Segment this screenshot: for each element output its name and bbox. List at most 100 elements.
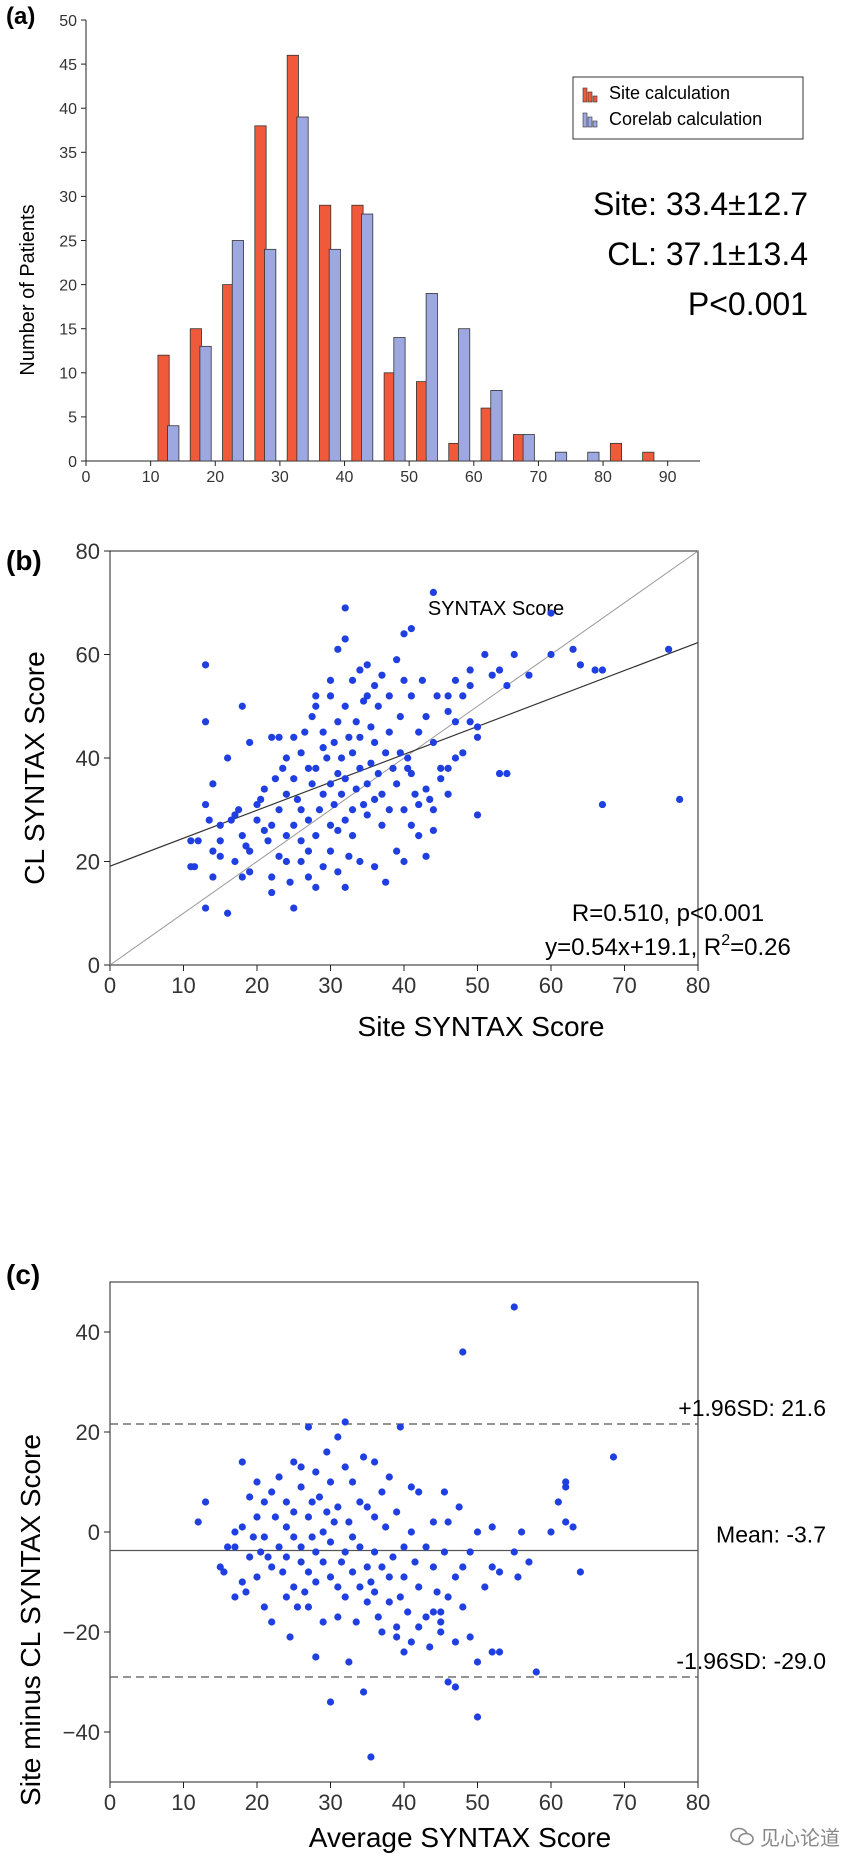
watermark-text: 见心论道 bbox=[760, 1826, 840, 1850]
data-point bbox=[293, 795, 302, 803]
x-tick-label: 40 bbox=[392, 1790, 416, 1815]
data-point bbox=[466, 666, 474, 674]
data-point bbox=[238, 1523, 246, 1531]
site-stats-annotation: Site: 33.4±12.7 bbox=[593, 186, 808, 222]
data-point bbox=[297, 806, 305, 814]
data-point bbox=[312, 692, 320, 700]
data-point bbox=[407, 1638, 415, 1646]
y-tick-label: 0 bbox=[88, 1520, 100, 1545]
data-point bbox=[371, 863, 379, 871]
y-tick-label: 35 bbox=[59, 145, 77, 162]
data-point bbox=[400, 1543, 408, 1551]
data-point bbox=[411, 1558, 419, 1566]
corelab-bar bbox=[554, 451, 568, 462]
panel-a-axes: 0 10 20 30 40 50 60 70 80 90 0 5 10 15 20 25 30 35 40 45 50 bbox=[59, 13, 700, 486]
x-tick-label: 30 bbox=[318, 973, 342, 998]
y-tick-label: 40 bbox=[76, 746, 100, 771]
data-point bbox=[268, 1563, 276, 1571]
x-tick-label: 70 bbox=[530, 469, 548, 486]
data-point bbox=[194, 837, 202, 845]
data-point bbox=[246, 738, 254, 747]
data-point bbox=[598, 800, 607, 809]
panel-a-bars bbox=[157, 54, 655, 462]
data-point bbox=[334, 645, 342, 653]
data-point bbox=[393, 656, 401, 664]
data-point bbox=[385, 806, 393, 814]
data-point bbox=[356, 733, 364, 741]
y-tick-label: 25 bbox=[59, 233, 77, 250]
data-point bbox=[348, 832, 357, 840]
data-point bbox=[246, 1493, 254, 1501]
data-point bbox=[374, 769, 382, 778]
data-point bbox=[400, 1648, 408, 1656]
data-point bbox=[348, 749, 357, 757]
data-point bbox=[257, 795, 265, 803]
data-point bbox=[279, 764, 287, 772]
data-point bbox=[312, 764, 320, 772]
pvalue-annotation: P<0.001 bbox=[688, 286, 808, 322]
data-point bbox=[293, 1603, 302, 1611]
data-point bbox=[301, 728, 309, 736]
panel-b-ylabel: CL SYNTAX Score bbox=[19, 651, 50, 884]
x-tick-label: 20 bbox=[245, 1790, 269, 1815]
data-point bbox=[444, 790, 452, 798]
data-point bbox=[440, 1548, 449, 1556]
data-point bbox=[297, 1558, 305, 1566]
data-point bbox=[429, 806, 437, 814]
data-point bbox=[495, 1648, 504, 1656]
data-point bbox=[576, 661, 585, 669]
y-tick-label: 30 bbox=[59, 189, 77, 206]
data-point bbox=[201, 661, 210, 669]
data-point bbox=[547, 1528, 555, 1536]
data-point bbox=[290, 1583, 298, 1591]
data-point bbox=[238, 1578, 246, 1586]
x-tick-label: 0 bbox=[82, 469, 91, 486]
data-point bbox=[312, 1468, 320, 1476]
data-point bbox=[396, 749, 404, 757]
data-point bbox=[275, 806, 283, 814]
data-point bbox=[290, 775, 298, 783]
corelab-bar bbox=[167, 425, 180, 462]
panel-b-lines bbox=[109, 550, 699, 966]
data-point bbox=[345, 1518, 353, 1526]
data-point bbox=[562, 1518, 570, 1526]
data-point bbox=[437, 1618, 445, 1626]
corelab-bar bbox=[296, 116, 309, 462]
data-point bbox=[400, 806, 408, 814]
data-point bbox=[418, 676, 426, 684]
data-point bbox=[209, 847, 217, 855]
data-point bbox=[356, 1498, 364, 1506]
y-tick-label: −40 bbox=[63, 1720, 100, 1745]
data-point bbox=[495, 1568, 504, 1576]
data-point bbox=[297, 1543, 305, 1551]
data-point bbox=[348, 1533, 357, 1541]
corelab-bar bbox=[393, 337, 406, 462]
data-point bbox=[371, 681, 379, 690]
data-point bbox=[312, 702, 320, 710]
data-point bbox=[407, 1528, 415, 1536]
data-point bbox=[268, 888, 276, 897]
data-point bbox=[363, 1598, 371, 1606]
data-point bbox=[451, 1573, 460, 1581]
data-point bbox=[407, 821, 415, 829]
data-point bbox=[451, 676, 460, 684]
data-point bbox=[547, 650, 555, 659]
corelab-bar bbox=[458, 328, 471, 462]
data-point bbox=[466, 1633, 474, 1641]
data-point bbox=[297, 857, 305, 866]
data-point bbox=[459, 692, 467, 700]
data-point bbox=[308, 713, 316, 721]
data-point bbox=[404, 1608, 412, 1616]
data-point bbox=[473, 1713, 482, 1721]
data-point bbox=[371, 1548, 379, 1556]
y-tick-label: −20 bbox=[63, 1620, 100, 1645]
data-point bbox=[224, 909, 232, 917]
x-tick-label: 70 bbox=[612, 973, 636, 998]
data-point bbox=[282, 790, 290, 798]
data-point bbox=[231, 1543, 239, 1551]
y-tick-label: 50 bbox=[59, 13, 77, 30]
data-point bbox=[312, 1548, 320, 1556]
data-point bbox=[231, 1528, 239, 1536]
y-tick-label: 60 bbox=[76, 642, 100, 667]
data-point bbox=[367, 1578, 375, 1586]
